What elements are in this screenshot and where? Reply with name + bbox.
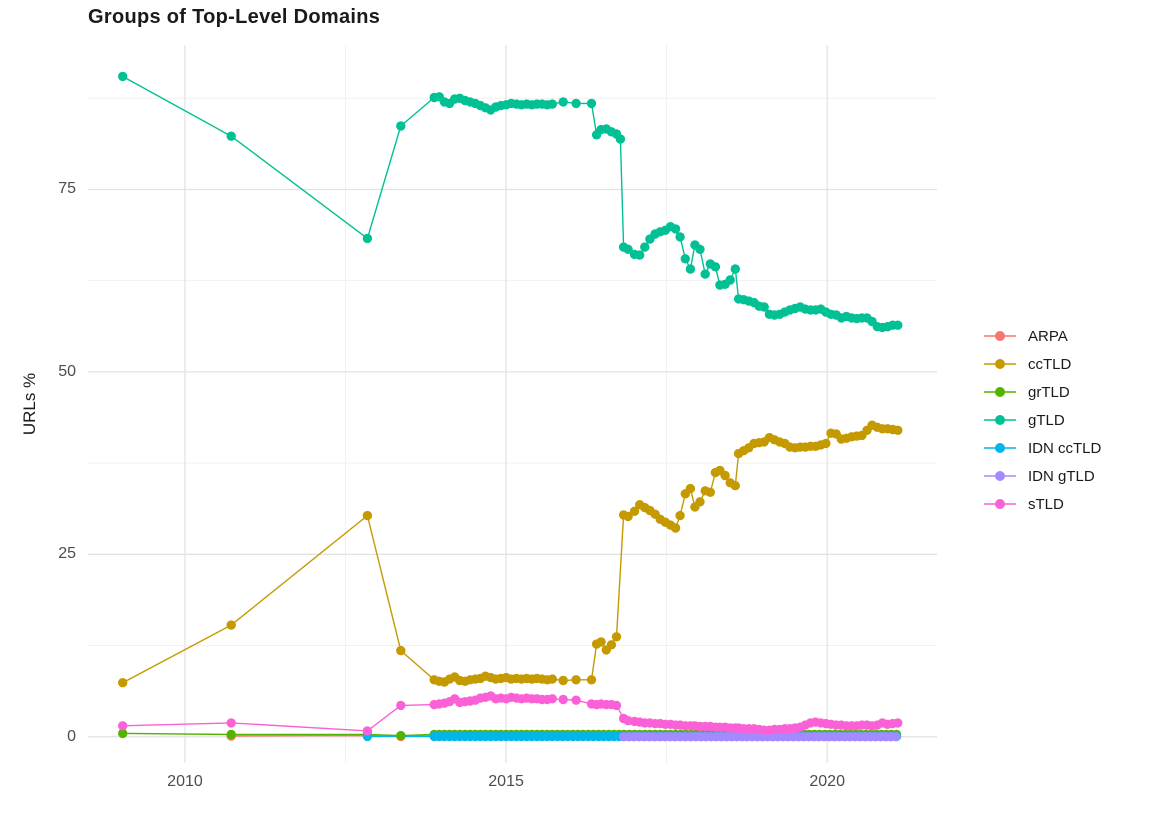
- data-point-gtld: [635, 250, 645, 260]
- data-point-cctld: [893, 425, 903, 435]
- data-point-gtld: [675, 232, 685, 242]
- legend-label: ccTLD: [1028, 355, 1072, 373]
- data-point-cctld: [821, 438, 831, 449]
- data-point-cctld: [685, 483, 696, 494]
- legend-key-dot: [995, 499, 1005, 509]
- legend-key-dot: [995, 443, 1005, 453]
- legend-key-icon: [984, 499, 1016, 509]
- legend: ARPA ccTLD grTLD gTLD IDN ccTLD IDN gTLD sTLD: [984, 322, 1101, 518]
- series-line-gtld: [122, 75, 898, 329]
- data-point-cctld: [571, 675, 581, 685]
- data-point-gtld: [558, 97, 568, 107]
- x-tick-label: 2010: [167, 773, 203, 790]
- data-point-gtld: [586, 98, 597, 109]
- legend-label: IDN ccTLD: [1028, 439, 1102, 457]
- legend-key-icon: [984, 387, 1016, 397]
- legend-item-stld: sTLD: [984, 490, 1101, 518]
- data-point-gtld: [615, 134, 626, 144]
- data-point-cctld: [705, 487, 715, 497]
- data-point-cctld: [695, 497, 705, 507]
- data-point-cctld: [629, 506, 640, 516]
- legend-key-icon: [984, 359, 1016, 369]
- y-axis-title: URLs %: [20, 372, 39, 436]
- legend-item-idn-gtld: IDN gTLD: [984, 462, 1101, 490]
- legend-label: sTLD: [1028, 495, 1064, 513]
- x-tick-label: 2015: [488, 773, 524, 790]
- data-point-cctld: [606, 640, 617, 650]
- legend-item-grtld: grTLD: [984, 378, 1101, 406]
- data-point-cctld: [586, 675, 597, 685]
- legend-key-dot: [995, 331, 1005, 341]
- data-point-cctld: [547, 674, 557, 684]
- data-point-stld: [571, 695, 581, 705]
- data-point-cctld: [720, 470, 730, 481]
- data-point-gtld: [695, 244, 705, 254]
- legend-item-cctld: ccTLD: [984, 350, 1101, 378]
- data-point-gtld: [640, 242, 650, 252]
- data-point-gtld: [226, 131, 236, 141]
- data-point-cctld: [226, 620, 236, 630]
- data-point-gtld: [623, 244, 633, 254]
- legend-key-icon: [984, 331, 1016, 341]
- data-point-gtld: [680, 254, 690, 264]
- data-point-gtld: [725, 275, 735, 285]
- legend-key-icon: [984, 443, 1016, 453]
- legend-label: IDN gTLD: [1028, 467, 1095, 485]
- y-tick-label: 0: [67, 727, 76, 745]
- chart-title: Groups of Top-Level Domains: [88, 6, 381, 28]
- data-point-cctld: [596, 637, 606, 647]
- data-point-stld: [558, 694, 568, 705]
- data-point-cctld: [670, 523, 681, 533]
- x-tick-label: 2020: [809, 773, 845, 790]
- y-tick-label: 75: [58, 180, 76, 198]
- data-point-cctld: [730, 481, 740, 491]
- legend-item-gtld: gTLD: [984, 406, 1101, 434]
- legend-item-idn-cctld: IDN ccTLD: [984, 434, 1101, 462]
- data-point-cctld: [623, 511, 633, 522]
- data-point-cctld: [118, 678, 128, 688]
- data-point-gtld: [759, 302, 769, 312]
- data-point-gtld: [396, 121, 406, 131]
- data-point-stld: [611, 700, 622, 711]
- data-point-idn-gtld: [891, 732, 901, 742]
- legend-key-icon: [984, 415, 1016, 425]
- data-point-gtld: [700, 269, 710, 279]
- data-point-cctld: [611, 632, 622, 642]
- data-point-gtld: [893, 320, 903, 330]
- legend-key-dot: [995, 471, 1005, 481]
- data-point-grtld: [118, 728, 128, 739]
- data-point-stld: [396, 700, 406, 711]
- data-point-cctld: [675, 510, 685, 521]
- data-point-gtld: [547, 99, 557, 109]
- legend-label: ARPA: [1028, 327, 1068, 345]
- data-point-cctld: [396, 645, 406, 656]
- data-point-stld: [893, 718, 903, 728]
- legend-label: grTLD: [1028, 383, 1070, 401]
- data-point-stld: [362, 726, 373, 736]
- data-point-gtld: [685, 264, 696, 274]
- data-point-gtld: [730, 264, 740, 274]
- legend-key-dot: [995, 387, 1005, 397]
- data-point-stld: [547, 694, 557, 704]
- data-point-gtld: [670, 224, 681, 234]
- data-point-cctld: [362, 510, 373, 521]
- legend-key-icon: [984, 471, 1016, 481]
- legend-key-dot: [995, 359, 1005, 369]
- legend-label: gTLD: [1028, 411, 1065, 429]
- data-point-grtld: [396, 730, 406, 741]
- data-point-gtld: [362, 233, 373, 244]
- data-point-grtld: [226, 729, 236, 740]
- y-tick-label: 25: [58, 545, 76, 563]
- legend-item-arpa: ARPA: [984, 322, 1101, 350]
- y-tick-label: 50: [58, 362, 76, 380]
- data-point-stld: [118, 721, 128, 731]
- data-point-gtld: [118, 71, 128, 82]
- data-point-cctld: [558, 675, 568, 686]
- data-point-gtld: [571, 98, 581, 109]
- data-point-stld: [226, 718, 236, 728]
- legend-key-dot: [995, 415, 1005, 425]
- data-point-gtld: [710, 262, 721, 272]
